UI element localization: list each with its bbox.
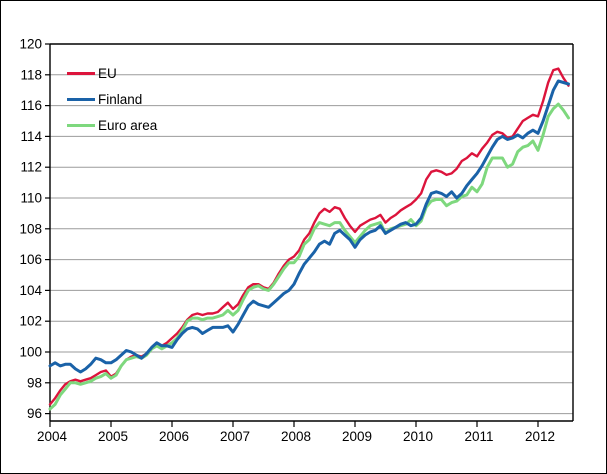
- x-tick-label: 2010: [403, 429, 433, 444]
- eu-line-swatch: [67, 72, 95, 75]
- y-tick-label: 120: [19, 37, 42, 52]
- x-tick-label: 2004: [37, 429, 68, 444]
- x-tick-label: 2007: [220, 429, 250, 444]
- finland-line-swatch: [67, 98, 95, 101]
- x-tick-label: 2009: [342, 429, 372, 444]
- y-tick-label: 112: [20, 160, 42, 175]
- x-tick-label: 2005: [98, 429, 128, 444]
- y-tick-label: 108: [19, 221, 42, 236]
- y-tick-label: 96: [27, 406, 42, 421]
- legend-item-finland: Finland: [67, 91, 157, 108]
- y-tick-label: 110: [20, 191, 42, 206]
- legend-item-euro-area: Euro area: [67, 117, 157, 134]
- legend-label-euro-area: Euro area: [98, 118, 158, 133]
- y-tick-label: 118: [20, 67, 42, 82]
- legend-label-finland: Finland: [98, 92, 143, 107]
- x-tick-label: 2008: [281, 429, 311, 444]
- y-tick-label: 114: [20, 129, 42, 144]
- legend-item-eu: EU: [67, 65, 157, 82]
- y-tick-label: 116: [20, 98, 42, 113]
- y-tick-label: 98: [27, 375, 42, 390]
- series-line-finland: [48, 79, 570, 374]
- legend-label-eu: EU: [98, 66, 117, 81]
- y-tick-label: 106: [19, 252, 42, 267]
- euro-area-line-swatch: [67, 124, 95, 127]
- y-tick-label: 104: [19, 283, 42, 298]
- x-tick-label: 2011: [464, 429, 493, 444]
- x-tick-label: 2006: [159, 429, 189, 444]
- y-tick-label: 102: [19, 314, 42, 329]
- legend: EU Finland Euro area: [67, 65, 157, 134]
- x-tick-label: 2012: [525, 429, 555, 444]
- y-tick-label: 100: [19, 345, 42, 360]
